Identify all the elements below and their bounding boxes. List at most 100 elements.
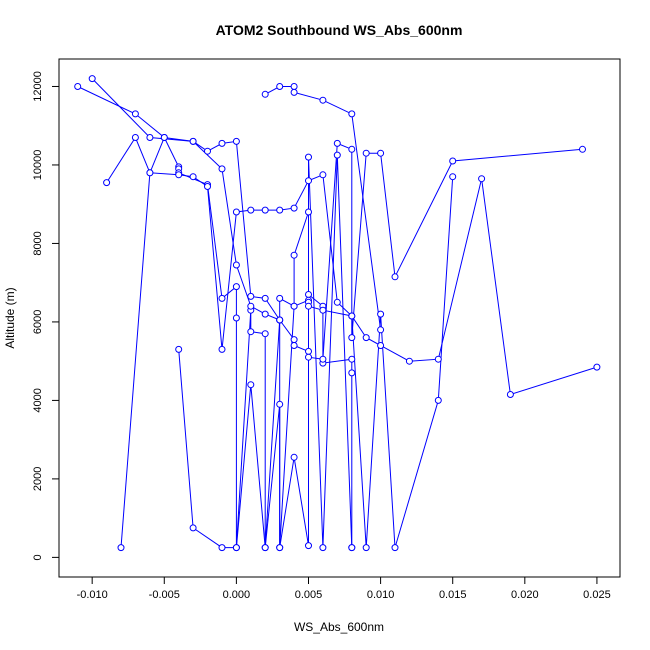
data-point xyxy=(290,336,298,344)
data-point xyxy=(434,396,442,404)
data-point xyxy=(290,453,298,461)
series-points xyxy=(74,75,601,552)
data-point xyxy=(290,204,298,212)
data-point xyxy=(391,273,399,281)
data-point xyxy=(261,90,269,98)
x-tick-label: 0.015 xyxy=(439,589,467,601)
data-point xyxy=(305,177,312,185)
data-point xyxy=(348,110,356,118)
data-point xyxy=(261,206,269,214)
data-point xyxy=(348,355,356,363)
data-point xyxy=(146,169,154,177)
y-axis: 0 2000 4000 6000 8000 10000 12000 xyxy=(32,71,59,560)
data-point xyxy=(348,334,356,342)
data-point xyxy=(333,298,341,306)
data-point xyxy=(290,251,298,259)
data-point xyxy=(305,208,312,216)
data-point xyxy=(391,544,399,552)
data-point xyxy=(131,110,139,118)
data-point xyxy=(579,145,586,153)
data-point xyxy=(232,261,240,269)
data-point xyxy=(333,151,341,159)
data-point xyxy=(377,342,385,349)
data-point xyxy=(305,153,312,161)
data-point xyxy=(74,83,82,90)
x-tick-label: 0.025 xyxy=(583,589,611,601)
data-point xyxy=(377,310,385,318)
data-point xyxy=(247,328,255,336)
y-axis-label: Altitude (m) xyxy=(3,287,17,348)
data-point xyxy=(377,149,385,157)
x-tick-label: 0.020 xyxy=(511,589,539,601)
data-point xyxy=(103,179,111,187)
data-point xyxy=(232,208,240,216)
data-point xyxy=(276,294,284,302)
data-point xyxy=(232,544,240,552)
data-point xyxy=(218,139,226,147)
data-point xyxy=(175,345,183,353)
data-point xyxy=(189,524,197,532)
x-tick-label: -0.005 xyxy=(149,589,180,601)
data-point xyxy=(290,342,298,349)
data-point xyxy=(333,139,341,147)
data-point xyxy=(405,357,413,365)
data-point xyxy=(319,544,327,552)
data-point xyxy=(348,369,356,377)
data-point xyxy=(247,381,255,389)
data-point xyxy=(362,334,370,342)
y-tick-label: 4000 xyxy=(32,388,44,412)
data-point xyxy=(449,157,457,165)
x-tick-label: 0.010 xyxy=(367,589,395,601)
data-point xyxy=(276,206,284,214)
data-point xyxy=(204,183,211,190)
data-point xyxy=(218,165,226,173)
data-point xyxy=(305,347,312,355)
data-point xyxy=(348,312,356,320)
data-point xyxy=(506,391,514,398)
data-point xyxy=(261,330,269,338)
data-point xyxy=(377,326,385,334)
data-point xyxy=(305,291,312,298)
data-point xyxy=(261,294,269,302)
data-point xyxy=(232,137,240,145)
data-point xyxy=(218,294,226,302)
y-tick-label: 12000 xyxy=(32,71,44,102)
data-point xyxy=(204,147,211,155)
y-tick-label: 6000 xyxy=(32,310,44,334)
chart-title: ATOM2 Southbound WS_Abs_600nm xyxy=(216,22,463,38)
data-point xyxy=(276,400,284,408)
data-point xyxy=(131,134,139,141)
data-point xyxy=(218,544,226,552)
data-point xyxy=(276,83,284,90)
data-point xyxy=(319,96,327,104)
data-point xyxy=(117,544,125,552)
x-tick-label: -0.010 xyxy=(77,589,108,601)
plot-frame xyxy=(58,58,621,578)
data-point xyxy=(189,173,197,181)
data-point xyxy=(88,75,96,83)
data-point xyxy=(247,302,255,310)
data-point xyxy=(247,292,255,300)
x-tick-label: 0.005 xyxy=(295,589,323,601)
data-point xyxy=(593,363,601,371)
data-point xyxy=(261,310,269,318)
data-point xyxy=(290,83,298,90)
data-point xyxy=(319,306,327,314)
y-tick-label: 0 xyxy=(32,554,44,560)
data-point xyxy=(276,544,284,552)
data-point xyxy=(305,302,312,310)
data-point xyxy=(305,353,312,361)
data-point xyxy=(232,314,240,322)
data-point xyxy=(319,171,327,179)
data-point xyxy=(232,283,240,291)
data-point xyxy=(362,149,370,157)
data-point xyxy=(175,171,183,179)
data-point xyxy=(160,134,168,141)
data-point xyxy=(449,173,457,181)
x-axis: -0.010 -0.005 0.000 0.005 0.010 0.015 0.020 0.0… xyxy=(77,577,611,601)
data-point xyxy=(478,175,486,183)
data-point xyxy=(218,345,226,353)
data-point xyxy=(261,544,269,552)
y-tick-label: 10000 xyxy=(32,150,44,181)
